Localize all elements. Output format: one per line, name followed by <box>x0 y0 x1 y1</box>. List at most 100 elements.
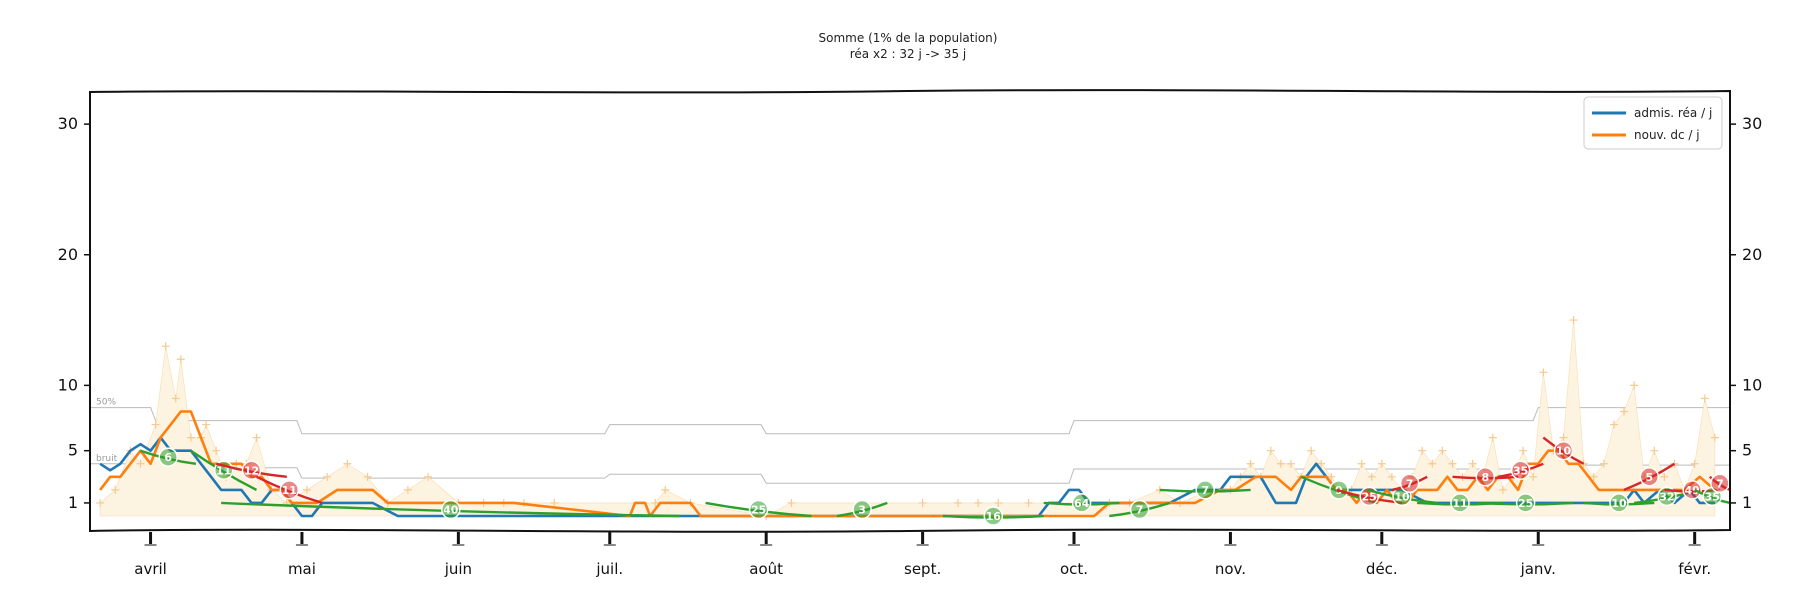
fit-badge-label: 12 <box>244 464 259 477</box>
raw-point <box>1327 472 1336 481</box>
reference-label-noise: bruit <box>96 454 118 464</box>
y-tick-label-right: 10 <box>1742 375 1762 394</box>
fit-badge-up <box>279 480 300 500</box>
raw-point <box>1690 459 1699 468</box>
fit-badge-down <box>748 499 769 520</box>
raw-point <box>1317 459 1326 468</box>
raw-point <box>1599 459 1608 468</box>
fit-badge-down <box>1609 493 1629 513</box>
raw-point <box>161 342 170 351</box>
raw-point <box>1024 498 1033 507</box>
fit-badge-down <box>158 447 178 467</box>
y-tick-label-right: 20 <box>1742 245 1762 264</box>
fit-badge-label: 10 <box>1556 445 1572 458</box>
fit-badge-up <box>1475 467 1496 487</box>
raw-point <box>1357 459 1366 468</box>
fit-badge-down <box>1450 493 1470 513</box>
fit-badge-up <box>1682 480 1702 500</box>
fit-badge-up <box>1553 440 1574 461</box>
raw-point <box>136 459 145 468</box>
fit-badge-label: 35 <box>1513 464 1528 477</box>
raw-point <box>252 433 261 442</box>
raw-point <box>151 420 160 429</box>
raw-point <box>1246 459 1255 468</box>
raw-point <box>424 472 433 481</box>
fit-badge-label: 5 <box>1645 471 1653 484</box>
reference-line-p50 <box>90 407 1730 435</box>
raw-point <box>96 498 105 507</box>
fit-badge-label: 10 <box>1611 497 1627 510</box>
raw-point <box>1589 472 1598 481</box>
fit-badge-label: 64 <box>1074 497 1090 510</box>
raw-point <box>1438 446 1447 455</box>
chart-title: Somme (1% de la population) <box>819 31 998 45</box>
raw-point <box>302 485 311 494</box>
raw-point <box>1468 459 1477 468</box>
raw-point <box>550 498 559 507</box>
fit-badge-up <box>1510 460 1531 481</box>
x-tick-label: juil. <box>595 560 623 578</box>
fit-badge-up <box>241 460 262 481</box>
fit-badge-label: 8 <box>1481 471 1489 484</box>
y-tick-label-left: 10 <box>58 375 78 394</box>
fit-badge-label: 25 <box>1362 490 1377 503</box>
x-tick-label: déc. <box>1366 560 1398 578</box>
raw-point <box>1367 472 1376 481</box>
fit-badge-label: 7 <box>1136 504 1144 517</box>
raw-point <box>1660 472 1669 481</box>
fit-badge-up <box>1639 467 1660 487</box>
plot-frame <box>89 89 1731 533</box>
raw-point <box>1498 485 1507 494</box>
raw-point <box>343 459 352 468</box>
fit-badge-label: 11 <box>1452 497 1467 510</box>
raw-point <box>1529 472 1538 481</box>
raw-point <box>1418 446 1427 455</box>
raw-point <box>1650 446 1659 455</box>
raw-point <box>1710 433 1719 442</box>
legend-label-admis: admis. réa / j <box>1634 106 1712 120</box>
fit-badge-label: 25 <box>1518 497 1533 510</box>
x-tick-label: janv. <box>1520 560 1556 578</box>
x-tick-label: août <box>749 560 783 578</box>
raw-point <box>1609 420 1618 429</box>
fit-badge-down <box>441 499 461 520</box>
reference-label-p50: 50% <box>96 398 116 408</box>
fit-badge-label: 7 <box>1406 477 1414 490</box>
raw-point <box>1377 459 1386 468</box>
y-tick-label-left: 20 <box>58 245 78 264</box>
raw-point <box>323 472 332 481</box>
x-tick-label: avril <box>134 560 167 578</box>
fit-badge-down <box>1657 486 1677 507</box>
raw-point <box>1488 433 1497 442</box>
fit-badge-down <box>983 506 1004 526</box>
y-tick-label-left: 30 <box>58 114 78 133</box>
raw-point <box>1448 459 1457 468</box>
fit-badge-label: 7 <box>1201 484 1209 497</box>
raw-point <box>186 433 195 442</box>
fit-badge-label: 7 <box>1716 477 1724 490</box>
fit-badge-label: 35 <box>1705 490 1720 503</box>
raw-point <box>1569 316 1578 325</box>
legend: admis. réa / j nouv. dc / j <box>1583 96 1723 150</box>
raw-point <box>1539 368 1548 377</box>
x-tick-label: juin <box>444 560 472 578</box>
raw-point <box>918 498 927 507</box>
fit-badge-down <box>1515 493 1536 513</box>
fit-badge-label: 25 <box>751 504 766 517</box>
x-tick-label: sept. <box>904 560 941 578</box>
raw-point <box>651 498 660 507</box>
raw-point <box>974 498 983 507</box>
raw-point <box>1630 381 1639 390</box>
raw-point <box>1620 407 1629 416</box>
fit-badge-up <box>1399 473 1420 494</box>
fit-badge-label: 40 <box>443 504 459 517</box>
raw-point <box>403 485 412 494</box>
raw-point <box>212 446 221 455</box>
fit-badge-label: 11 <box>282 484 297 497</box>
fit-badge-down <box>1195 480 1215 500</box>
raw-daily-area <box>99 320 1716 517</box>
raw-point <box>994 498 1003 507</box>
